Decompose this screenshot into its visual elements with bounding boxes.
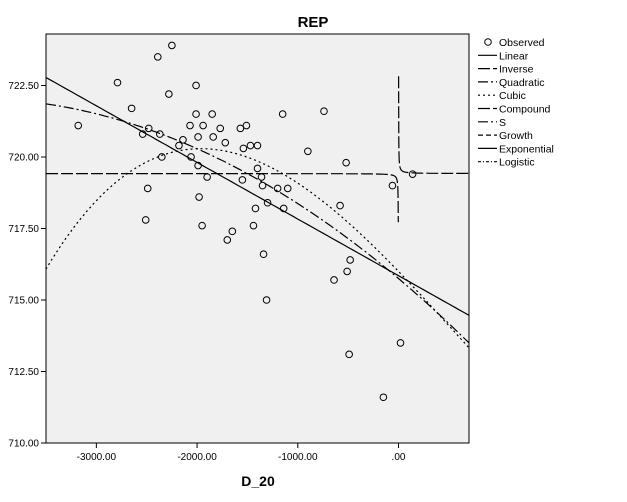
chart-title: REP — [298, 14, 329, 31]
observed-point — [257, 173, 266, 181]
observed-point — [175, 141, 183, 150]
linear-line — [46, 76, 469, 316]
observed-point — [208, 110, 216, 118]
observed-point — [192, 81, 200, 90]
legend-label-growth: Growth — [499, 130, 533, 142]
observed-point — [194, 161, 202, 170]
observed-point — [279, 204, 288, 213]
observed-point — [156, 130, 164, 138]
observed-point — [346, 256, 354, 264]
observed-point — [127, 104, 136, 113]
observed-point — [259, 250, 268, 259]
legend-label-compound: Compound — [499, 104, 551, 116]
observed-point — [408, 170, 417, 178]
observed-point — [221, 138, 230, 147]
legend-label-exponential: Exponential — [499, 143, 554, 155]
inverse-curve — [46, 173, 399, 223]
observed-point — [242, 121, 251, 130]
observed-point — [203, 173, 211, 181]
fit-lines — [46, 76, 469, 349]
observed-point — [253, 141, 262, 150]
observed-point — [187, 153, 195, 161]
observed-point — [278, 110, 287, 118]
observed-point — [192, 110, 200, 118]
observed-point — [396, 339, 405, 347]
observed-point — [342, 158, 350, 167]
observed-point — [168, 41, 176, 50]
y-tick-label: 722.50 — [8, 81, 39, 92]
observed-point — [199, 121, 207, 130]
observed-point — [253, 164, 262, 173]
x-tick-label: -2000.00 — [177, 452, 217, 463]
observed-point — [179, 136, 187, 144]
x-tick-label: -3000.00 — [77, 452, 117, 463]
observed-point — [239, 144, 248, 153]
legend-label-inverse: Inverse — [499, 64, 534, 76]
y-tick-label: 720.00 — [8, 152, 39, 163]
x-tick-label: .00 — [392, 452, 406, 463]
observed-point — [258, 181, 267, 190]
inverse-curve — [398, 76, 469, 174]
y-tick-label: 710.00 — [8, 439, 39, 450]
observed-point — [263, 198, 272, 207]
observed-point — [209, 133, 217, 141]
legend-label-observed: Observed — [499, 37, 545, 49]
observed-point — [143, 184, 152, 193]
observed-point — [186, 121, 194, 130]
observed-point — [304, 147, 312, 156]
observed-point — [138, 130, 147, 138]
observed-point — [236, 124, 245, 133]
observed-point — [74, 121, 83, 130]
observed-point — [345, 350, 353, 359]
observed-point — [223, 236, 232, 244]
observed-point — [388, 181, 397, 190]
observed-point — [238, 176, 247, 184]
legend-label-s: S — [499, 117, 506, 129]
observed-point — [165, 90, 173, 98]
observed-point — [283, 184, 292, 193]
observed-point — [153, 53, 162, 61]
observed-point — [198, 221, 206, 230]
observed-point — [141, 216, 150, 224]
observed-point — [251, 204, 260, 213]
observed-point — [158, 153, 166, 161]
y-tick-label: 717.50 — [8, 224, 39, 235]
legend-marker-observed — [484, 38, 492, 46]
observed-point — [343, 267, 351, 276]
observed-point — [195, 193, 203, 201]
y-tick-label: 712.50 — [8, 367, 39, 378]
axes: 710.00 712.50 715.00 717.50 720.00 722.50 -300… — [8, 81, 405, 463]
observed-point — [379, 393, 388, 402]
legend-label-logistic: Logistic — [499, 157, 535, 169]
y-tick-label: 715.00 — [8, 295, 39, 306]
x-tick-label: -1000.00 — [278, 452, 318, 463]
legend-label-linear: Linear — [499, 50, 529, 62]
plot-background — [45, 33, 470, 444]
quadratic-curve — [46, 103, 469, 344]
observed-point — [144, 124, 153, 133]
observed-point — [249, 221, 258, 230]
legend-label-quadratic: Quadratic — [499, 77, 545, 89]
observed-point — [330, 276, 338, 284]
observed-point — [113, 78, 122, 87]
x-axis-label: D_20 — [241, 473, 275, 489]
observed-point — [216, 124, 225, 133]
observed-points — [74, 41, 417, 402]
observed-point — [194, 133, 202, 141]
observed-point — [320, 107, 328, 116]
observed-point — [228, 227, 237, 236]
observed-point — [262, 296, 271, 304]
observed-point — [336, 201, 344, 210]
observed-point — [273, 184, 282, 193]
legend-label-cubic: Cubic — [499, 90, 526, 102]
